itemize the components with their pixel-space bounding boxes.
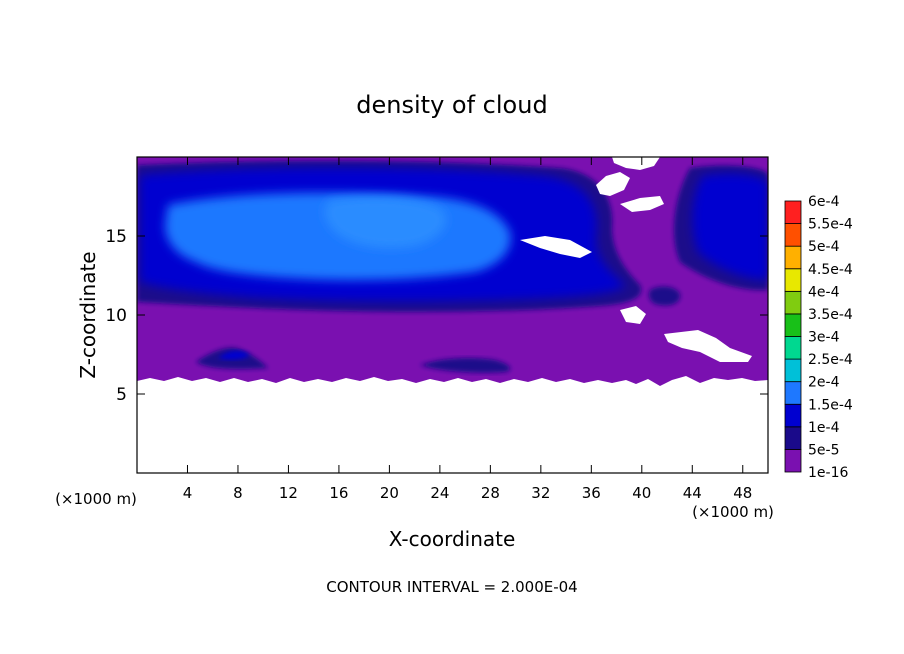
x-tick-label: 36 <box>582 484 601 502</box>
x-tick-label: 24 <box>430 484 449 502</box>
colorbar-label: 1e-4 <box>808 420 840 436</box>
colorbar: 1e-16 5e-5 1e-4 1.5e-4 2e-4 2.5e-4 3e-4 3.5e-4 4… <box>784 194 853 481</box>
colorbar-label: 5.5e-4 <box>808 217 853 233</box>
contour-interval-note: CONTOUR INTERVAL = 2.000E-04 <box>326 578 577 596</box>
colorbar-label: 2e-4 <box>808 375 840 391</box>
x-axis: 4 8 12 16 20 24 28 32 36 40 44 48 <box>183 157 752 502</box>
colorbar-label: 4e-4 <box>808 284 840 300</box>
colorbar-swatch <box>784 290 802 315</box>
empty-pocket <box>620 306 646 324</box>
colorbar-label: 6e-4 <box>808 194 840 210</box>
colorbar-swatch <box>784 358 802 383</box>
contour-region-1.5e-4 <box>324 196 447 249</box>
empty-pocket <box>520 236 592 258</box>
y-tick-label: 10 <box>105 306 127 326</box>
colorbar-swatch <box>784 313 802 337</box>
colorbar-label: 5e-5 <box>808 442 839 458</box>
empty-pocket <box>612 157 660 170</box>
colorbar-label: 5e-4 <box>808 239 840 255</box>
colorbar-swatch <box>784 223 802 247</box>
colorbar-swatch <box>784 449 802 473</box>
x-tick-label: 40 <box>632 484 651 502</box>
colorbar-swatch <box>784 268 802 292</box>
x-tick-label: 32 <box>531 484 550 502</box>
colorbar-label: 1e-16 <box>808 465 848 481</box>
y-axis-label: Z-coordinate <box>76 251 100 378</box>
empty-pocket <box>620 196 664 212</box>
colorbar-swatch <box>784 245 802 270</box>
x-unit-left: (×1000 m) <box>55 490 137 508</box>
x-tick-label: 48 <box>733 484 752 502</box>
x-unit-right: (×1000 m) <box>692 503 774 521</box>
x-tick-label: 16 <box>329 484 348 502</box>
colorbar-label: 4.5e-4 <box>808 262 853 278</box>
x-tick-label: 28 <box>481 484 500 502</box>
x-tick-label: 4 <box>183 484 193 502</box>
colorbar-label: 2.5e-4 <box>808 352 853 368</box>
colorbar-swatch <box>784 403 802 428</box>
y-axis: 5 10 15 <box>105 227 768 405</box>
colorbar-swatch <box>784 200 802 224</box>
x-tick-label: 8 <box>233 484 243 502</box>
y-tick-label: 15 <box>105 227 127 247</box>
x-tick-label: 12 <box>279 484 298 502</box>
colorbar-swatch <box>784 381 802 405</box>
x-tick-label: 20 <box>380 484 399 502</box>
colorbar-swatch <box>784 426 802 450</box>
contour-region-5e-5 <box>420 357 511 373</box>
empty-pocket <box>596 172 630 196</box>
colorbar-label: 3e-4 <box>808 330 840 346</box>
y-tick-label: 5 <box>116 385 127 405</box>
chart-title: density of cloud <box>356 91 547 119</box>
empty-pocket <box>664 330 752 362</box>
colorbar-label: 3.5e-4 <box>808 307 853 323</box>
contour-region-1e-4 <box>218 350 250 360</box>
contour-field <box>137 157 768 386</box>
contour-region-1e-4 <box>692 173 768 280</box>
colorbar-swatch <box>784 336 802 360</box>
x-tick-label: 44 <box>683 484 702 502</box>
contour-region-5e-5 <box>648 286 681 306</box>
colorbar-label: 1.5e-4 <box>808 397 853 413</box>
x-axis-label: X-coordinate <box>389 527 516 551</box>
